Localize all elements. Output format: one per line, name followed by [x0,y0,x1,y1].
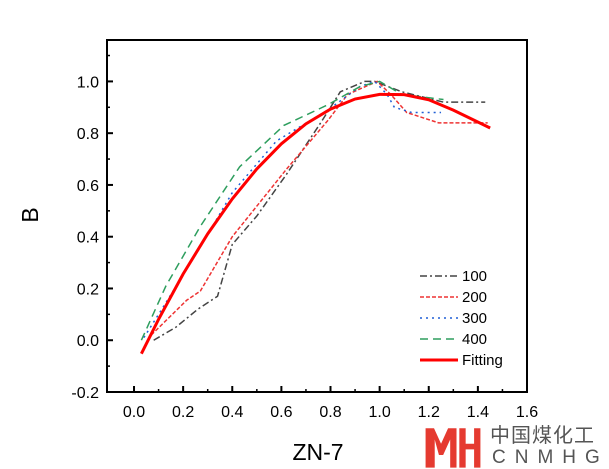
series-line-400 [140,80,444,341]
logo-text-en: CNMHG [492,447,609,468]
x-tick-label: 0.4 [221,404,243,421]
legend-label: Fitting [462,352,503,369]
y-tick-label: -0.2 [71,385,99,402]
x-tick-label: 0.8 [319,404,341,421]
watermark-logo: 中国煤化工 CNMHG [420,424,609,469]
legend-label: 100 [462,268,487,285]
x-tick-label: 0.0 [123,404,145,421]
x-tick-label: 1.4 [467,404,489,421]
legend: 100 200 300 400 Fitting [420,268,503,369]
logo-text-cn: 中国煤化工 [490,423,595,447]
series-line-fitting [140,92,491,355]
x-tick-label: 1.6 [516,404,538,421]
x-tick-label: 1.2 [418,404,440,421]
legend-label: 200 [462,289,487,306]
series-line-100 [153,80,486,341]
plot-frame [106,39,528,393]
y-tick-label: 0.4 [77,230,99,247]
logo-mark-icon [425,428,481,468]
x-tick-label: 0.6 [270,404,292,421]
y-axis-label: B [17,207,43,222]
x-axis-label: ZN-7 [292,439,343,465]
series-line-200 [150,80,488,336]
legend-label: 300 [462,310,487,327]
y-tick-label: 0.2 [77,281,99,298]
y-tick-label: 0.8 [77,126,99,143]
legend-label: 400 [462,331,487,348]
x-tick-label: 0.2 [172,404,194,421]
y-tick-label: 0.6 [77,178,99,195]
y-tick-label: 0.0 [77,333,99,350]
x-tick-label: 1.0 [369,404,391,421]
y-tick-label: 1.0 [77,74,99,91]
